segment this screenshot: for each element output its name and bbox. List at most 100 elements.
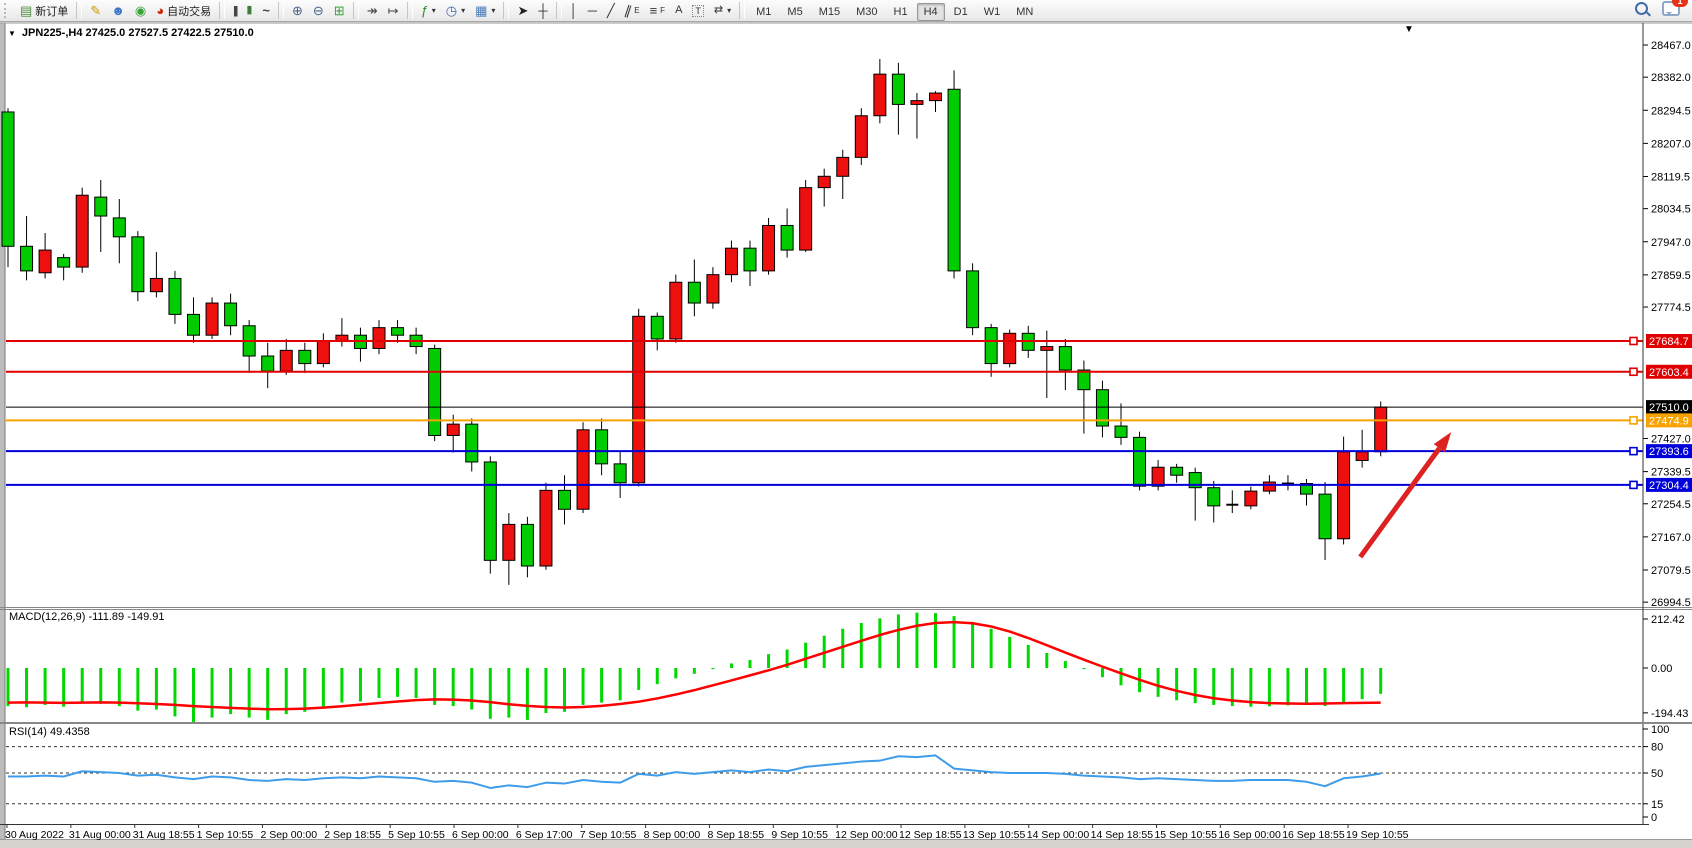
templates-button[interactable]: ▦ ▾ bbox=[470, 0, 500, 21]
svg-text:28207.0: 28207.0 bbox=[1651, 138, 1691, 150]
separator bbox=[555, 2, 562, 19]
svg-text:1 Sep 10:55: 1 Sep 10:55 bbox=[197, 829, 254, 841]
periods-button[interactable]: ◷ ▾ bbox=[441, 0, 470, 21]
timeframe-w1[interactable]: W1 bbox=[983, 5, 1001, 18]
separator bbox=[76, 2, 83, 19]
community-button[interactable]: ☻ bbox=[106, 0, 130, 21]
vertical-line-button[interactable]: │ bbox=[565, 0, 583, 21]
svg-text:28294.5: 28294.5 bbox=[1651, 105, 1691, 117]
channel-button[interactable]: ∥ E bbox=[620, 0, 645, 21]
crosshair-button[interactable]: ┼ bbox=[533, 0, 552, 21]
timeframe-m1[interactable]: M1 bbox=[756, 5, 772, 18]
separator bbox=[352, 2, 359, 19]
svg-text:27947.0: 27947.0 bbox=[1651, 237, 1691, 249]
zoom-out-icon: ⊖ bbox=[312, 3, 324, 18]
svg-text:27427.0: 27427.0 bbox=[1651, 434, 1691, 446]
svg-text:28119.5: 28119.5 bbox=[1651, 171, 1690, 183]
timeframe-m15[interactable]: M15 bbox=[818, 5, 841, 18]
new-order-button[interactable]: ▤ 新订单 bbox=[15, 0, 73, 21]
rsi-indicator-label: RSI(14) 49.4358 bbox=[9, 726, 90, 738]
svg-text:14 Sep 00:00: 14 Sep 00:00 bbox=[1027, 829, 1090, 841]
trend-arrow-annotation[interactable] bbox=[1358, 432, 1452, 559]
channel-icon: ∥ bbox=[622, 2, 634, 19]
chevron-down-icon[interactable]: ▼ bbox=[8, 28, 16, 38]
crosshair-icon: ┼ bbox=[538, 3, 548, 18]
svg-text:100: 100 bbox=[1651, 724, 1669, 736]
toolbar-grip bbox=[4, 3, 11, 18]
svg-text:27079.5: 27079.5 bbox=[1651, 565, 1691, 577]
bar-chart-icon: ||| bbox=[233, 4, 238, 17]
timeframe-h4[interactable]: H4 bbox=[916, 2, 945, 21]
search-button[interactable] bbox=[1635, 1, 1648, 20]
text-button[interactable]: A bbox=[670, 0, 687, 21]
svg-text:13 Sep 10:55: 13 Sep 10:55 bbox=[963, 829, 1026, 841]
svg-text:50: 50 bbox=[1651, 768, 1663, 780]
tile-windows-button[interactable]: ⊞ bbox=[329, 0, 350, 21]
chart-title: ▼ JPN225-,H4 27425.0 27527.5 27422.5 275… bbox=[8, 27, 254, 39]
svg-text:19 Sep 10:55: 19 Sep 10:55 bbox=[1346, 829, 1409, 841]
pencil-icon: ✎ bbox=[90, 3, 102, 18]
chart-dropdown-arrow[interactable]: ▼ bbox=[1404, 24, 1414, 35]
candlestick-chart-button[interactable]: ▮ bbox=[241, 0, 257, 21]
svg-text:30 Aug 2022: 30 Aug 2022 bbox=[5, 829, 64, 841]
timeframe-mn[interactable]: MN bbox=[1016, 5, 1034, 18]
macd-histogram bbox=[6, 612, 1383, 723]
timeframe-m30[interactable]: M30 bbox=[856, 5, 878, 18]
timeframe-m5[interactable]: M5 bbox=[787, 5, 803, 18]
svg-text:31 Aug 18:55: 31 Aug 18:55 bbox=[133, 829, 195, 841]
rsi-panel[interactable] bbox=[6, 724, 1643, 824]
separator bbox=[503, 2, 510, 19]
chart-title-text: JPN225-,H4 27425.0 27527.5 27422.5 27510… bbox=[21, 27, 254, 39]
macd-indicator-label: MACD(12,26,9) -111.89 -149.91 bbox=[9, 611, 165, 623]
svg-text:28382.0: 28382.0 bbox=[1651, 72, 1691, 84]
svg-text:16 Sep 18:55: 16 Sep 18:55 bbox=[1282, 829, 1345, 841]
macd-axis: 212.42 0.00 -194.43 bbox=[1643, 614, 1688, 720]
separator bbox=[739, 2, 746, 19]
svg-text:15: 15 bbox=[1651, 799, 1663, 811]
timeframe-d1[interactable]: D1 bbox=[953, 5, 968, 18]
fibonacci-icon-sub: F bbox=[660, 6, 666, 15]
cursor-icon: ➤ bbox=[517, 3, 529, 18]
chat-button[interactable]: 1 bbox=[1662, 0, 1688, 21]
auto-scroll-button[interactable]: ↠ bbox=[362, 0, 383, 21]
svg-text:212.42: 212.42 bbox=[1651, 614, 1685, 626]
svg-text:26994.5: 26994.5 bbox=[1651, 597, 1691, 609]
trendline-button[interactable]: ╱ bbox=[602, 0, 620, 21]
timeframe-h1[interactable]: H1 bbox=[893, 5, 908, 18]
fibonacci-button[interactable]: ≡ F bbox=[645, 0, 670, 21]
svg-text:15 Sep 10:55: 15 Sep 10:55 bbox=[1154, 829, 1217, 841]
chart-plot-area[interactable] bbox=[6, 23, 1643, 607]
svg-text:6 Sep 00:00: 6 Sep 00:00 bbox=[452, 829, 509, 841]
text-label-icon: T bbox=[692, 4, 704, 17]
arrows-icon: ⇄ bbox=[713, 4, 724, 16]
text-label-button[interactable]: T bbox=[687, 0, 709, 21]
zoom-in-button[interactable]: ⊕ bbox=[287, 0, 308, 21]
auto-trading-label: 自动交易 bbox=[167, 5, 212, 18]
auto-trading-button[interactable]: ◕ 自动交易 bbox=[151, 0, 216, 21]
signals-button[interactable]: ◉ bbox=[130, 0, 151, 21]
horizontal-line-button[interactable]: ─ bbox=[583, 0, 602, 21]
draw-button[interactable]: ✎ bbox=[85, 0, 106, 21]
candlestick-icon: ▮ bbox=[246, 4, 253, 16]
bar-chart-button[interactable]: ||| bbox=[228, 0, 241, 21]
line-chart-button[interactable]: ~ bbox=[257, 0, 275, 21]
chart-shift-button[interactable]: ↦ bbox=[383, 0, 404, 21]
date-axis: 30 Aug 2022 31 Aug 00:00 31 Aug 18:55 1 Sep… bbox=[5, 824, 1409, 841]
text-icon: A bbox=[675, 4, 683, 16]
tile-windows-icon: ⊞ bbox=[333, 3, 345, 18]
indicators-button[interactable]: ƒ ▾ bbox=[416, 0, 441, 21]
cursor-button[interactable]: ➤ bbox=[512, 0, 533, 21]
zoom-out-button[interactable]: ⊖ bbox=[308, 0, 329, 21]
svg-text:8 Sep 00:00: 8 Sep 00:00 bbox=[644, 829, 701, 841]
svg-text:16 Sep 00:00: 16 Sep 00:00 bbox=[1218, 829, 1281, 841]
svg-text:27167.0: 27167.0 bbox=[1651, 532, 1691, 544]
arrows-button[interactable]: ⇄ ▾ bbox=[709, 0, 736, 21]
svg-text:27510.0: 27510.0 bbox=[1649, 402, 1689, 414]
horizontal-line-icon: ─ bbox=[587, 3, 597, 18]
auto-trading-icon: ◕ bbox=[156, 3, 165, 18]
rsi-plot bbox=[6, 746, 1643, 805]
price-axis: 28467.0 28382.0 28294.5 28207.0 28119.5 28034… bbox=[1643, 40, 1691, 609]
svg-text:27603.4: 27603.4 bbox=[1649, 367, 1689, 379]
